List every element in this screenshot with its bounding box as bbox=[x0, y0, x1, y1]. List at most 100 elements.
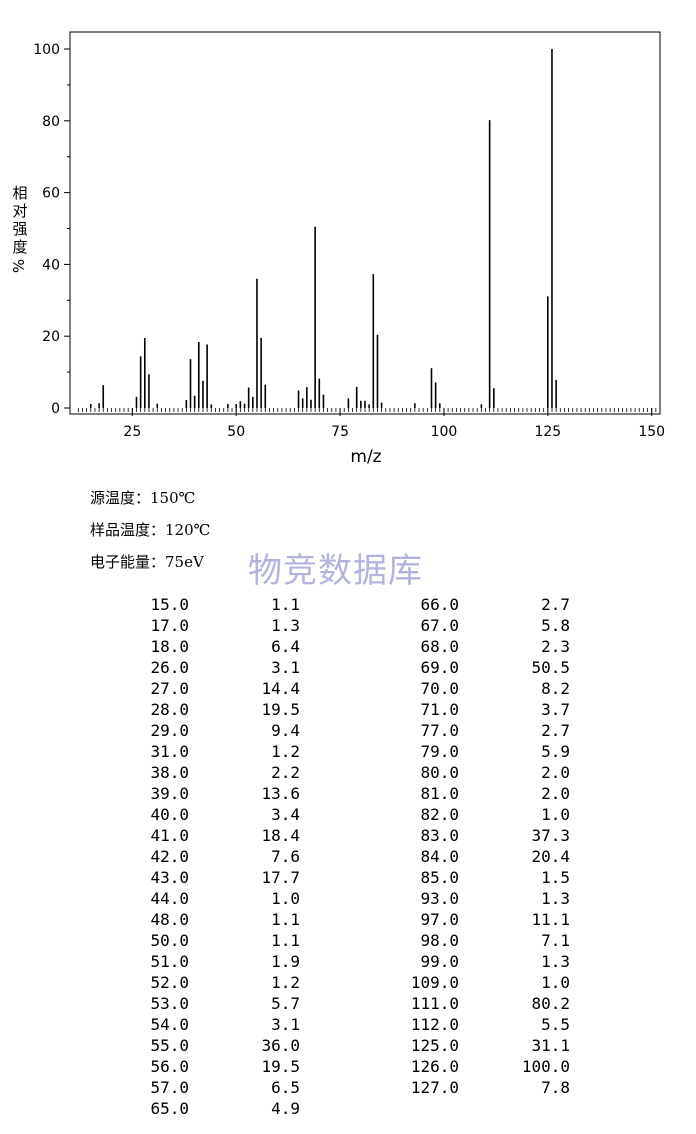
x-tick-label: 125 bbox=[534, 424, 561, 440]
mz-value: 52.0 bbox=[150, 973, 189, 992]
table-row: 84.0 20.4 bbox=[0, 846, 696, 867]
table-row: 85.0 1.5 bbox=[0, 867, 696, 888]
mz-value: 26.0 bbox=[150, 658, 189, 677]
table-row: 53.0 5.7 bbox=[0, 993, 696, 1014]
relative-abundance: 3.4 bbox=[271, 805, 300, 824]
table-row: 26.0 3.1 bbox=[0, 657, 696, 678]
relative-abundance: 31.1 bbox=[531, 1036, 570, 1055]
table-row: 82.0 1.0 bbox=[0, 804, 696, 825]
relative-abundance: 3.1 bbox=[271, 1015, 300, 1034]
x-tick-label: 50 bbox=[227, 424, 245, 440]
mz-value: 85.0 bbox=[420, 868, 459, 887]
relative-abundance: 5.8 bbox=[541, 616, 570, 635]
table-row: 50.0 1.1 bbox=[0, 930, 696, 951]
peak-bars bbox=[89, 49, 557, 408]
table-row: 29.0 9.4 bbox=[0, 720, 696, 741]
relative-abundance: 19.5 bbox=[261, 1057, 300, 1076]
relative-abundance: 100.0 bbox=[521, 1057, 570, 1076]
relative-abundance: 1.5 bbox=[541, 868, 570, 887]
table-row: 18.0 6.4 bbox=[0, 636, 696, 657]
mz-value: 27.0 bbox=[150, 679, 189, 698]
mz-value: 71.0 bbox=[420, 700, 459, 719]
relative-abundance: 1.2 bbox=[271, 973, 300, 992]
table-row: 109.0 1.0 bbox=[0, 972, 696, 993]
y-tick-label: 100 bbox=[33, 42, 60, 58]
relative-abundance: 1.0 bbox=[541, 805, 570, 824]
mz-value: 50.0 bbox=[150, 931, 189, 950]
table-row: 81.0 2.0 bbox=[0, 783, 696, 804]
table-row: 43.0 17.7 bbox=[0, 867, 696, 888]
relative-abundance: 2.2 bbox=[271, 763, 300, 782]
mz-value: 15.0 bbox=[150, 595, 189, 614]
table-row: 39.0 13.6 bbox=[0, 783, 696, 804]
table-row: 40.0 3.4 bbox=[0, 804, 696, 825]
relative-abundance: 20.4 bbox=[531, 847, 570, 866]
table-row: 126.0 100.0 bbox=[0, 1056, 696, 1077]
relative-abundance: 5.9 bbox=[541, 742, 570, 761]
relative-abundance: 1.2 bbox=[271, 742, 300, 761]
mass-spectrum-chart: 25 50 75 100 125 150 0 20 40 60 80 100 m/z 相 对 强 度… bbox=[10, 31, 665, 467]
mz-value: 81.0 bbox=[420, 784, 459, 803]
relative-abundance: 2.7 bbox=[541, 595, 570, 614]
peak-table-right: 66.0 2.7 67.0 5.8 68.0 2.3 69.0 50.5 70.0 8.2 71.0… bbox=[0, 594, 696, 1098]
relative-abundance: 1.1 bbox=[271, 931, 300, 950]
relative-abundance: 9.4 bbox=[271, 721, 300, 740]
y-tick-label: 80 bbox=[42, 114, 60, 130]
sample-temperature: 样品温度：120℃ bbox=[90, 521, 211, 539]
mz-value: 99.0 bbox=[420, 952, 459, 971]
relative-abundance: 37.3 bbox=[531, 826, 570, 845]
relative-abundance: 1.1 bbox=[271, 910, 300, 929]
relative-abundance: 36.0 bbox=[261, 1036, 300, 1055]
mz-value: 111.0 bbox=[410, 994, 459, 1013]
y-axis-label: 相 对 强 度 % bbox=[10, 184, 28, 273]
relative-abundance: 11.1 bbox=[531, 910, 570, 929]
mz-value: 68.0 bbox=[420, 637, 459, 656]
source-temperature: 源温度：150℃ bbox=[90, 489, 196, 507]
y-axis-label-char: 对 bbox=[12, 202, 27, 220]
mz-value: 38.0 bbox=[150, 763, 189, 782]
y-axis-label-char: % bbox=[10, 259, 28, 273]
mz-value: 126.0 bbox=[410, 1057, 459, 1076]
mz-value: 109.0 bbox=[410, 973, 459, 992]
peak-table-left: 15.0 1.1 17.0 1.3 18.0 6.4 26.0 3.1 27.0 14.4 28.0… bbox=[0, 594, 696, 1119]
table-row: 54.0 3.1 bbox=[0, 1014, 696, 1035]
mz-value: 18.0 bbox=[150, 637, 189, 656]
table-row: 48.0 1.1 bbox=[0, 909, 696, 930]
mz-value: 127.0 bbox=[410, 1078, 459, 1097]
table-row: 125.0 31.1 bbox=[0, 1035, 696, 1056]
relative-abundance: 2.0 bbox=[541, 763, 570, 782]
table-row: 69.0 50.5 bbox=[0, 657, 696, 678]
table-row: 79.0 5.9 bbox=[0, 741, 696, 762]
mz-value: 48.0 bbox=[150, 910, 189, 929]
table-row: 99.0 1.3 bbox=[0, 951, 696, 972]
y-tick-label: 20 bbox=[42, 329, 60, 345]
relative-abundance: 7.1 bbox=[541, 931, 570, 950]
y-axis-label-char: 相 bbox=[12, 184, 27, 202]
mz-value: 67.0 bbox=[420, 616, 459, 635]
table-row: 42.0 7.6 bbox=[0, 846, 696, 867]
table-row: 66.0 2.7 bbox=[0, 594, 696, 615]
table-row: 77.0 2.7 bbox=[0, 720, 696, 741]
mz-value: 40.0 bbox=[150, 805, 189, 824]
relative-abundance: 1.0 bbox=[271, 889, 300, 908]
relative-abundance: 1.9 bbox=[271, 952, 300, 971]
table-row: 97.0 11.1 bbox=[0, 909, 696, 930]
table-row: 65.0 4.9 bbox=[0, 1098, 696, 1119]
x-tick-label: 25 bbox=[123, 424, 141, 440]
mz-value: 31.0 bbox=[150, 742, 189, 761]
mz-value: 28.0 bbox=[150, 700, 189, 719]
x-tick-label: 150 bbox=[638, 424, 665, 440]
mz-value: 83.0 bbox=[420, 826, 459, 845]
mz-value: 51.0 bbox=[150, 952, 189, 971]
relative-abundance: 50.5 bbox=[531, 658, 570, 677]
relative-abundance: 19.5 bbox=[261, 700, 300, 719]
table-row: 15.0 1.1 bbox=[0, 594, 696, 615]
mz-value: 77.0 bbox=[420, 721, 459, 740]
mz-value: 112.0 bbox=[410, 1015, 459, 1034]
relative-abundance: 3.1 bbox=[271, 658, 300, 677]
y-tick-label: 60 bbox=[42, 186, 60, 202]
mz-value: 65.0 bbox=[150, 1099, 189, 1118]
table-row: 31.0 1.2 bbox=[0, 741, 696, 762]
relative-abundance: 1.3 bbox=[271, 616, 300, 635]
relative-abundance: 6.5 bbox=[271, 1078, 300, 1097]
